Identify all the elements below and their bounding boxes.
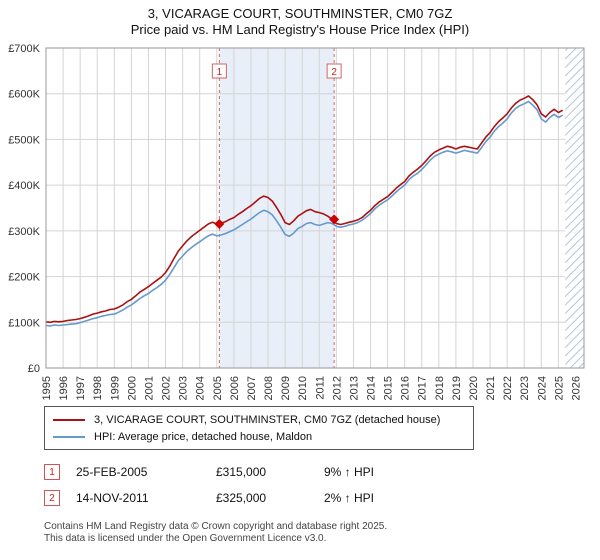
svg-text:2015: 2015 [383,376,395,400]
svg-text:2003: 2003 [178,376,190,400]
svg-text:2017: 2017 [417,376,429,400]
svg-text:1: 1 [217,67,223,78]
sale-2-hpi-delta: 2% ↑ HPI [324,491,375,505]
page-title: 3, VICARAGE COURT, SOUTHMINSTER, CM0 7GZ [147,6,453,21]
svg-text:£600K: £600K [8,89,40,101]
svg-text:£0: £0 [28,363,40,375]
hpi-line-swatch [53,435,85,438]
price-chart: 1 2 £0 £100K £200K £300K £400K £500K £600K £700K 1… [8,43,585,400]
footer-line-2: This data is licensed under the Open Gov… [44,533,327,544]
svg-text:2: 2 [331,67,337,78]
sale-1-date: 25-FEB-2005 [76,465,148,479]
svg-text:2009: 2009 [280,376,292,400]
license-footer: Contains HM Land Registry data © Crown c… [44,521,600,545]
chart-legend: 3, VICARAGE COURT, SOUTHMINSTER, CM0 7GZ… [44,406,474,450]
svg-text:2019: 2019 [451,376,463,400]
svg-text:2001: 2001 [143,376,155,400]
svg-text:2006: 2006 [229,376,241,400]
svg-text:2013: 2013 [348,376,360,400]
sale-2-price: £325,000 [216,491,267,505]
svg-text:2023: 2023 [519,376,531,400]
svg-text:2024: 2024 [536,376,548,400]
sale-1-hpi-delta: 9% ↑ HPI [324,465,375,479]
footer-line-1: Contains HM Land Registry data © Crown c… [44,521,388,532]
legend-label-hpi: HPI: Average price, detached house, Mald… [94,430,313,443]
svg-text:2014: 2014 [366,376,378,400]
page-subtitle: Price paid vs. HM Land Registry's House … [130,22,470,37]
sale-1-number-badge: 1 [44,464,60,480]
svg-text:£400K: £400K [8,180,40,192]
svg-text:£700K: £700K [8,43,40,55]
sale-2-number-badge: 2 [44,490,60,506]
svg-text:2026: 2026 [570,376,582,400]
legend-item-hpi: HPI: Average price, detached house, Mald… [53,428,465,445]
sale-row-2: 2 14-NOV-2011 £325,000 2% ↑ HPI [44,485,600,511]
svg-text:£200K: £200K [8,272,40,284]
svg-text:2012: 2012 [331,376,343,400]
svg-text:2022: 2022 [502,376,514,400]
svg-text:2021: 2021 [485,376,497,400]
sale-2-date: 14-NOV-2011 [76,491,149,505]
sale-row-1: 1 25-FEB-2005 £315,000 9% ↑ HPI [44,459,600,485]
svg-text:2010: 2010 [297,376,309,400]
svg-text:2002: 2002 [161,376,173,400]
svg-text:1995: 1995 [41,376,53,400]
svg-text:2008: 2008 [263,376,275,400]
property-line-swatch [53,418,85,421]
svg-text:1999: 1999 [109,376,121,400]
svg-text:£300K: £300K [8,226,40,238]
svg-text:1998: 1998 [92,376,104,400]
svg-text:2020: 2020 [468,376,480,400]
svg-text:2007: 2007 [246,376,258,400]
svg-text:2016: 2016 [400,376,412,400]
sale-1-price: £315,000 [216,465,267,479]
sale-annotations: 1 25-FEB-2005 £315,000 9% ↑ HPI 2 14-NOV… [44,459,600,511]
svg-text:2005: 2005 [212,376,224,400]
chart-header: 3, VICARAGE COURT, SOUTHMINSTER, CM0 7GZ… [0,0,600,38]
svg-text:£100K: £100K [8,317,40,329]
svg-text:2004: 2004 [195,376,207,400]
legend-label-property: 3, VICARAGE COURT, SOUTHMINSTER, CM0 7GZ… [94,413,441,426]
svg-text:2011: 2011 [314,376,326,400]
legend-item-property: 3, VICARAGE COURT, SOUTHMINSTER, CM0 7GZ… [53,411,465,428]
svg-text:2018: 2018 [434,376,446,400]
svg-text:1996: 1996 [58,376,70,400]
svg-text:2000: 2000 [126,376,138,400]
svg-text:1997: 1997 [75,376,87,400]
svg-text:2025: 2025 [553,376,565,400]
svg-text:£500K: £500K [8,134,40,146]
